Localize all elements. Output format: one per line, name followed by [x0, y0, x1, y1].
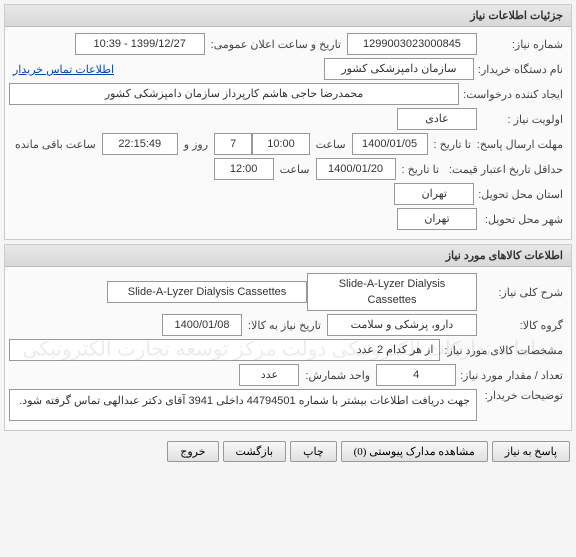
announce-label: تاریخ و ساعت اعلان عمومی:: [205, 38, 347, 51]
exit-button[interactable]: خروج: [167, 441, 218, 462]
need-details-panel: جزئیات اطلاعات نیاز شماره نیاز: 12990030…: [4, 4, 572, 240]
priority-field: عادی: [397, 108, 477, 130]
need-number-label: شماره نیاز:: [477, 38, 567, 51]
row-spec: مشخصات کالای مورد نیاز: از هر کدام 2 عدد: [9, 339, 567, 361]
time-label-1: ساعت: [310, 138, 352, 151]
row-deadline: مهلت ارسال پاسخ: تا تاریخ : 1400/01/05 س…: [9, 133, 567, 155]
group-label: گروه کالا:: [477, 319, 567, 332]
desc-label: شرح کلی نیاز:: [477, 286, 567, 299]
row-need-number: شماره نیاز: 1299003023000845 تاریخ و ساع…: [9, 33, 567, 55]
buyer-notes-field: جهت دریافت اطلاعات بیشتر با شماره 447945…: [9, 389, 477, 421]
need-date-label: تاریخ نیاز به کالا:: [242, 319, 327, 332]
panel1-header: جزئیات اطلاعات نیاز: [5, 5, 571, 27]
creator-field: محمدرضا حاجی هاشم کارپرداز سازمان دامپزش…: [9, 83, 459, 105]
validity-label: حداقل تاریخ اعتبار قیمت:: [445, 163, 567, 176]
deadline-date-field: 1400/01/05: [352, 133, 428, 155]
spec-field: از هر کدام 2 عدد: [9, 339, 440, 361]
need-date-field: 1400/01/08: [162, 314, 242, 336]
delivery-city-label: شهر محل تحویل:: [477, 213, 567, 226]
announce-field: 1399/12/27 - 10:39: [75, 33, 205, 55]
unit-field: عدد: [239, 364, 299, 386]
goods-info-panel: اطلاعات کالاهای مورد نیاز سامانه تدارکات…: [4, 244, 572, 431]
row-group: گروه کالا: دارو، پزشکی و سلامت تاریخ نیا…: [9, 314, 567, 336]
panel1-body: شماره نیاز: 1299003023000845 تاریخ و ساع…: [5, 27, 571, 239]
row-validity: حداقل تاریخ اعتبار قیمت: تا تاریخ : 1400…: [9, 158, 567, 180]
buyer-notes-label: توضیحات خریدار:: [477, 389, 567, 402]
panel2-body: سامانه تدارکات الکترونیکی دولت مرکز توسع…: [5, 267, 571, 430]
remain-time-field: 22:15:49: [102, 133, 178, 155]
row-priority: اولویت نیاز : عادی: [9, 108, 567, 130]
qty-label: تعداد / مقدار مورد نیاز:: [456, 369, 567, 382]
panel2-header: اطلاعات کالاهای مورد نیاز: [5, 245, 571, 267]
desc-field-en: Slide-A-Lyzer Dialysis Cassettes: [107, 281, 307, 303]
validity-date-field: 1400/01/20: [316, 158, 396, 180]
row-creator: ایجاد کننده درخواست: محمدرضا حاجی هاشم ک…: [9, 83, 567, 105]
deadline-time-field: 10:00: [252, 133, 309, 155]
row-org: نام دستگاه خریدار: سازمان دامپزشکی کشور …: [9, 58, 567, 80]
back-button[interactable]: بازگشت: [223, 441, 287, 462]
validity-time-field: 12:00: [214, 158, 274, 180]
spec-label: مشخصات کالای مورد نیاز:: [440, 344, 567, 357]
row-qty: تعداد / مقدار مورد نیاز: 4 واحد شمارش: ع…: [9, 364, 567, 386]
respond-button[interactable]: پاسخ به نیاز: [492, 441, 570, 462]
org-field: سازمان دامپزشکی کشور: [324, 58, 474, 80]
row-buyer-notes: توضیحات خریدار: جهت دریافت اطلاعات بیشتر…: [9, 389, 567, 421]
to-date-label: تا تاریخ :: [428, 138, 477, 151]
group-field: دارو، پزشکی و سلامت: [327, 314, 477, 336]
row-delivery-city: شهر محل تحویل: تهران: [9, 208, 567, 230]
button-bar: پاسخ به نیاز مشاهده مدارک پیوستی (0) چاپ…: [0, 435, 576, 468]
time-label-2: ساعت: [274, 163, 316, 176]
org-label: نام دستگاه خریدار:: [474, 63, 567, 76]
to-date-label-2: تا تاریخ :: [396, 163, 445, 176]
days-field: 7: [214, 133, 252, 155]
remain-label: ساعت باقی مانده: [9, 138, 102, 151]
contact-buyer-link[interactable]: اطلاعات تماس خریدار: [9, 63, 118, 76]
deadline-label: مهلت ارسال پاسخ:: [477, 138, 567, 151]
delivery-state-label: استان محل تحویل:: [474, 188, 567, 201]
row-desc: شرح کلی نیاز: Slide-A-Lyzer Dialysis Cas…: [9, 273, 567, 311]
delivery-city-field: تهران: [397, 208, 477, 230]
days-label: روز و: [178, 138, 214, 151]
creator-label: ایجاد کننده درخواست:: [459, 88, 567, 101]
delivery-state-field: تهران: [394, 183, 474, 205]
unit-label: واحد شمارش:: [299, 369, 376, 382]
qty-field: 4: [376, 364, 456, 386]
print-button[interactable]: چاپ: [290, 441, 337, 462]
need-number-field: 1299003023000845: [347, 33, 477, 55]
attachments-button[interactable]: مشاهده مدارک پیوستی (0): [341, 441, 488, 462]
priority-label: اولویت نیاز :: [477, 113, 567, 126]
desc-field-fa: Slide-A-Lyzer Dialysis Cassettes: [307, 273, 477, 311]
row-delivery-state: استان محل تحویل: تهران: [9, 183, 567, 205]
